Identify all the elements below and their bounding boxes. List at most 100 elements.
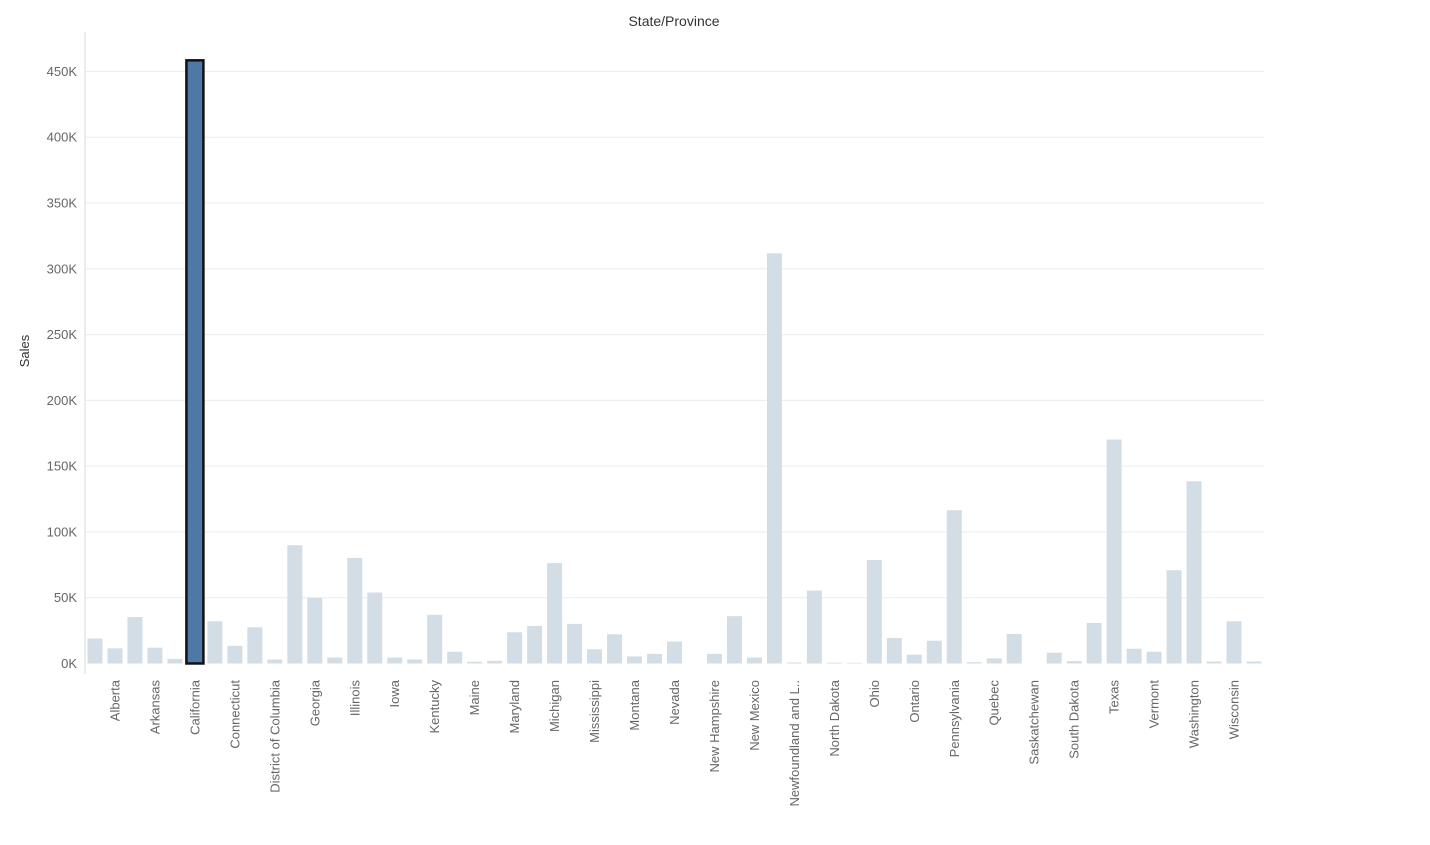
y-tick-label: 100K bbox=[47, 524, 78, 539]
bar[interactable] bbox=[147, 647, 163, 664]
bar[interactable] bbox=[1186, 481, 1202, 664]
y-tick-label: 200K bbox=[47, 393, 78, 408]
x-tick-label: Michigan bbox=[547, 680, 562, 732]
y-tick-label: 250K bbox=[47, 327, 78, 342]
bar[interactable] bbox=[387, 657, 403, 664]
bar[interactable] bbox=[746, 657, 762, 664]
bar[interactable] bbox=[926, 640, 942, 664]
x-tick-label: New Mexico bbox=[747, 680, 762, 751]
x-tick-label: Maryland bbox=[507, 680, 522, 733]
x-tick-label: Wisconsin bbox=[1227, 680, 1242, 739]
bar[interactable] bbox=[846, 662, 862, 664]
bar[interactable] bbox=[127, 617, 143, 664]
bar[interactable] bbox=[906, 654, 922, 664]
bar[interactable] bbox=[667, 641, 682, 664]
x-tick-label: Ohio bbox=[867, 680, 882, 707]
bar[interactable] bbox=[886, 637, 902, 664]
bar[interactable] bbox=[1206, 661, 1222, 664]
bar[interactable] bbox=[607, 634, 623, 664]
bar[interactable] bbox=[167, 658, 183, 664]
x-tick-label: Washington bbox=[1187, 680, 1202, 748]
x-tick-label: Ontario bbox=[907, 680, 922, 723]
bar[interactable] bbox=[1106, 439, 1122, 664]
bar[interactable] bbox=[547, 563, 563, 664]
x-tick-label: Saskatchewan bbox=[1027, 680, 1042, 765]
bar[interactable] bbox=[227, 645, 243, 664]
bar[interactable] bbox=[587, 649, 603, 664]
bar[interactable] bbox=[986, 658, 1002, 664]
y-tick-label: 400K bbox=[47, 130, 78, 145]
bar[interactable] bbox=[207, 621, 223, 664]
bar[interactable] bbox=[1226, 621, 1242, 664]
bar[interactable] bbox=[1126, 648, 1142, 664]
y-tick-label: 450K bbox=[47, 64, 78, 79]
x-tick-label: Nevada bbox=[667, 679, 682, 725]
x-tick-label: Vermont bbox=[1147, 680, 1162, 729]
x-tick-label: Mississippi bbox=[587, 680, 602, 743]
bar[interactable] bbox=[946, 510, 962, 664]
x-tick-label: Iowa bbox=[387, 679, 402, 707]
bar[interactable] bbox=[786, 662, 802, 664]
y-tick-label: 300K bbox=[47, 261, 78, 276]
chart-title: State/Province bbox=[628, 13, 719, 29]
bar[interactable] bbox=[966, 662, 982, 664]
x-tick-label: North Dakota bbox=[827, 679, 842, 756]
gridlines bbox=[85, 70, 1264, 599]
bar[interactable] bbox=[647, 653, 663, 664]
bar[interactable] bbox=[866, 559, 882, 664]
bar[interactable] bbox=[107, 648, 123, 664]
bar[interactable] bbox=[367, 592, 383, 664]
bar[interactable] bbox=[267, 659, 283, 664]
bar[interactable] bbox=[726, 616, 742, 664]
bar[interactable] bbox=[87, 638, 103, 664]
bar[interactable] bbox=[247, 627, 263, 664]
x-tick-label: New Hampshire bbox=[707, 680, 722, 772]
y-axis-title: Sales bbox=[17, 334, 32, 367]
x-axis-ticks: Alberta Arkansas California Connecticut Dist… bbox=[107, 679, 1241, 806]
bar[interactable] bbox=[766, 253, 782, 664]
y-tick-label: 50K bbox=[54, 590, 77, 605]
bar[interactable] bbox=[447, 651, 463, 664]
bar[interactable] bbox=[347, 557, 363, 664]
x-tick-label: District of Columbia bbox=[267, 679, 282, 792]
bar[interactable] bbox=[527, 625, 543, 664]
bar-highlighted[interactable] bbox=[185, 59, 205, 665]
x-tick-label: Georgia bbox=[307, 679, 322, 726]
bar[interactable] bbox=[826, 662, 842, 664]
x-tick-label: Maine bbox=[467, 680, 482, 715]
bar[interactable] bbox=[1146, 651, 1162, 664]
bar[interactable] bbox=[1166, 570, 1182, 664]
x-tick-label: Quebec bbox=[987, 680, 1002, 726]
x-tick-label: Alberta bbox=[107, 679, 122, 721]
x-tick-label: Kentucky bbox=[427, 680, 442, 734]
x-tick-label: Connecticut bbox=[227, 680, 242, 749]
bar[interactable] bbox=[567, 623, 583, 664]
bar[interactable] bbox=[507, 632, 523, 664]
bar[interactable] bbox=[1246, 661, 1262, 664]
bar[interactable] bbox=[1046, 652, 1062, 664]
bar[interactable] bbox=[287, 545, 303, 664]
y-tick-label: 150K bbox=[47, 459, 78, 474]
x-tick-label: Arkansas bbox=[147, 680, 162, 735]
bar[interactable] bbox=[627, 656, 643, 664]
bar[interactable] bbox=[706, 653, 722, 664]
bar[interactable] bbox=[407, 659, 423, 664]
bar[interactable] bbox=[327, 657, 343, 664]
x-tick-label: Newfoundland and L.. bbox=[787, 680, 802, 806]
bar[interactable] bbox=[806, 590, 822, 664]
bar[interactable] bbox=[1006, 634, 1022, 664]
bar[interactable] bbox=[1066, 661, 1082, 664]
x-tick-label: Illinois bbox=[347, 680, 362, 717]
bar[interactable] bbox=[307, 597, 323, 664]
bar[interactable] bbox=[427, 614, 443, 664]
bars bbox=[87, 59, 1262, 665]
x-tick-label: South Dakota bbox=[1067, 679, 1082, 759]
bar[interactable] bbox=[467, 661, 483, 664]
y-tick-label: 350K bbox=[47, 196, 78, 211]
x-tick-label: California bbox=[187, 679, 202, 735]
bar[interactable] bbox=[1086, 622, 1102, 664]
bar[interactable] bbox=[487, 660, 503, 664]
x-tick-label: Pennsylvania bbox=[947, 679, 962, 757]
